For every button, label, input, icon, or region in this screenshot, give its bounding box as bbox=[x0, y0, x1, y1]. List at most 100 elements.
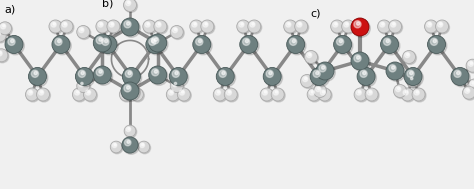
Circle shape bbox=[81, 71, 84, 75]
Circle shape bbox=[264, 91, 266, 93]
Circle shape bbox=[433, 40, 437, 43]
Circle shape bbox=[98, 22, 103, 27]
Circle shape bbox=[83, 88, 96, 101]
Circle shape bbox=[202, 21, 215, 34]
Circle shape bbox=[203, 22, 208, 27]
Circle shape bbox=[287, 36, 305, 53]
Circle shape bbox=[466, 59, 474, 72]
Circle shape bbox=[149, 34, 167, 52]
Circle shape bbox=[227, 90, 231, 95]
Circle shape bbox=[241, 23, 243, 25]
Circle shape bbox=[320, 90, 326, 95]
Circle shape bbox=[470, 81, 474, 86]
Circle shape bbox=[307, 53, 312, 58]
Circle shape bbox=[111, 142, 123, 154]
Circle shape bbox=[201, 20, 214, 33]
Circle shape bbox=[138, 141, 150, 153]
Circle shape bbox=[155, 70, 157, 73]
Circle shape bbox=[124, 0, 137, 12]
Circle shape bbox=[78, 70, 85, 77]
Circle shape bbox=[52, 36, 70, 53]
Circle shape bbox=[85, 90, 91, 95]
Circle shape bbox=[286, 22, 291, 27]
Text: c): c) bbox=[310, 8, 320, 18]
Circle shape bbox=[264, 69, 283, 87]
Circle shape bbox=[73, 88, 85, 101]
Circle shape bbox=[37, 89, 50, 102]
Circle shape bbox=[224, 88, 237, 101]
Circle shape bbox=[109, 22, 114, 27]
Circle shape bbox=[26, 88, 38, 101]
Circle shape bbox=[463, 86, 474, 99]
Circle shape bbox=[316, 71, 319, 75]
Circle shape bbox=[337, 38, 344, 45]
Circle shape bbox=[78, 26, 91, 40]
Circle shape bbox=[27, 89, 39, 102]
Circle shape bbox=[310, 67, 328, 85]
Circle shape bbox=[155, 21, 168, 34]
Circle shape bbox=[272, 89, 285, 102]
Circle shape bbox=[416, 91, 419, 93]
Circle shape bbox=[266, 70, 273, 77]
Circle shape bbox=[96, 20, 109, 33]
Circle shape bbox=[74, 90, 80, 95]
Circle shape bbox=[182, 91, 184, 93]
Circle shape bbox=[194, 37, 212, 55]
Circle shape bbox=[2, 25, 5, 27]
Circle shape bbox=[393, 84, 407, 98]
Circle shape bbox=[351, 52, 369, 70]
Circle shape bbox=[125, 139, 131, 146]
Circle shape bbox=[292, 40, 295, 43]
Circle shape bbox=[194, 23, 196, 25]
Circle shape bbox=[38, 90, 44, 95]
Circle shape bbox=[99, 70, 102, 73]
Circle shape bbox=[96, 37, 103, 44]
Circle shape bbox=[290, 38, 297, 45]
Circle shape bbox=[75, 67, 93, 85]
Circle shape bbox=[379, 21, 392, 34]
Circle shape bbox=[238, 21, 251, 34]
Circle shape bbox=[346, 23, 348, 25]
Circle shape bbox=[0, 24, 6, 29]
Circle shape bbox=[301, 75, 314, 88]
Circle shape bbox=[313, 70, 320, 77]
Circle shape bbox=[407, 74, 419, 88]
Circle shape bbox=[174, 82, 177, 85]
Circle shape bbox=[470, 62, 473, 64]
Circle shape bbox=[77, 80, 90, 92]
Circle shape bbox=[389, 65, 396, 72]
Circle shape bbox=[174, 28, 177, 31]
Circle shape bbox=[472, 82, 474, 84]
Circle shape bbox=[121, 82, 139, 100]
Circle shape bbox=[49, 20, 62, 33]
Circle shape bbox=[190, 20, 203, 33]
Circle shape bbox=[299, 23, 301, 25]
Circle shape bbox=[263, 67, 281, 85]
Circle shape bbox=[260, 88, 273, 101]
Circle shape bbox=[126, 127, 131, 132]
Circle shape bbox=[95, 67, 113, 85]
Circle shape bbox=[36, 88, 49, 101]
Circle shape bbox=[246, 40, 248, 43]
Circle shape bbox=[351, 18, 369, 36]
Circle shape bbox=[60, 20, 73, 33]
Circle shape bbox=[179, 90, 184, 95]
Circle shape bbox=[170, 26, 183, 39]
Circle shape bbox=[314, 85, 328, 98]
Circle shape bbox=[275, 91, 278, 93]
Circle shape bbox=[135, 91, 137, 93]
Circle shape bbox=[192, 22, 197, 27]
Circle shape bbox=[121, 90, 127, 95]
Circle shape bbox=[269, 71, 272, 75]
Circle shape bbox=[124, 125, 136, 137]
Circle shape bbox=[149, 66, 167, 84]
Circle shape bbox=[425, 20, 438, 33]
Circle shape bbox=[386, 62, 404, 80]
Circle shape bbox=[428, 36, 446, 53]
Circle shape bbox=[127, 140, 130, 143]
Circle shape bbox=[169, 67, 187, 85]
Circle shape bbox=[392, 23, 395, 25]
Circle shape bbox=[50, 21, 63, 34]
Circle shape bbox=[34, 71, 37, 75]
Circle shape bbox=[217, 91, 219, 93]
